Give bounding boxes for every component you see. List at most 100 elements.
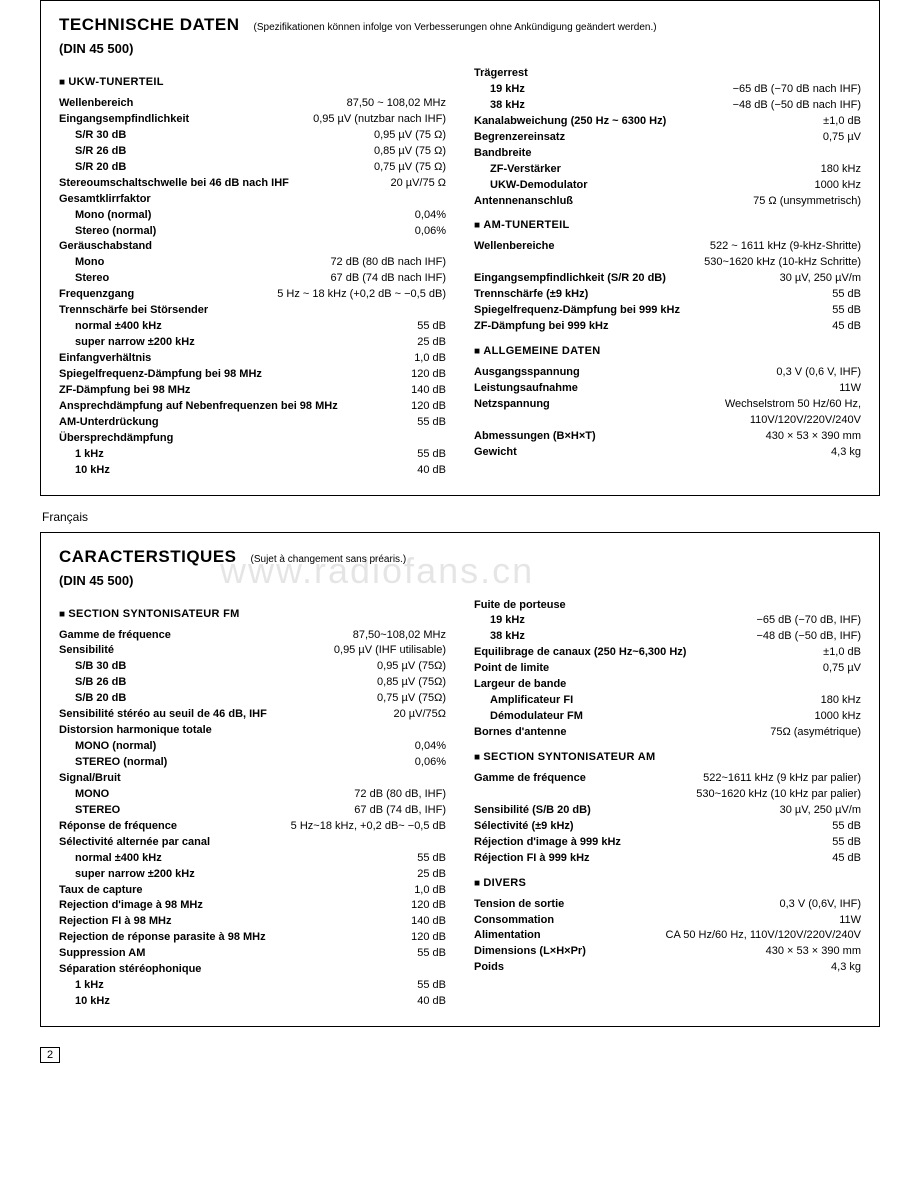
spec-row: super narrow ±200 kHz25 dB <box>59 867 446 883</box>
spec-label: Gamme de fréquence <box>474 771 586 787</box>
spec-label: 1 kHz <box>75 447 104 463</box>
spec-label: normal ±400 kHz <box>75 851 162 867</box>
spec-label: Sensibilité stéréo au seuil de 46 dB, IH… <box>59 707 267 723</box>
spec-row: 1 kHz55 dB <box>59 978 446 994</box>
spec-value: 45 dB <box>832 851 861 867</box>
spec-row: Stereo67 dB (74 dB nach IHF) <box>59 271 446 287</box>
fr-subtitle: (Sujet à changement sans préaris.) <box>251 554 407 565</box>
spec-value: 180 kHz <box>821 162 861 178</box>
spec-value: 0,75 µV <box>823 661 861 677</box>
spec-row: 10 kHz40 dB <box>59 994 446 1010</box>
french-label: Français <box>42 510 880 524</box>
spec-value: 0,75 µV <box>823 130 861 146</box>
spec-value: −48 dB (−50 dB, IHF) <box>756 629 861 645</box>
spec-row: Consommation11W <box>474 913 861 929</box>
spec-row: Rejection de réponse parasite à 98 MHz12… <box>59 930 446 946</box>
spec-label: STEREO <box>75 803 120 819</box>
spec-value: 55 dB <box>832 303 861 319</box>
fr-left-col: SECTION SYNTONISATEUR FM Gamme de fréque… <box>59 598 446 1011</box>
spec-row: Gewicht4,3 kg <box>474 445 861 461</box>
spec-value: 522~1611 kHz (9 kHz par palier) <box>703 771 861 787</box>
spec-value: 4,3 kg <box>831 445 861 461</box>
spec-value: 120 dB <box>411 367 446 383</box>
spec-label: Eingangsempfindlichkeit (S/R 20 dB) <box>474 271 666 287</box>
spec-row: Trennschärfe bei Störsender <box>59 303 446 319</box>
spec-row: Abmessungen (B×H×T)430 × 53 × 390 mm <box>474 429 861 445</box>
spec-value: CA 50 Hz/60 Hz, 110V/120V/220V/240V <box>666 928 861 944</box>
spec-row: Amplificateur FI180 kHz <box>474 693 861 709</box>
spec-value: 120 dB <box>411 930 446 946</box>
spec-value: 45 dB <box>832 319 861 335</box>
spec-row: Gamme de fréquence87,50~108,02 MHz <box>59 628 446 644</box>
spec-label: Frequenzgang <box>59 287 134 303</box>
spec-value: 30 µV, 250 µV/m <box>780 271 861 287</box>
spec-row: UKW-Demodulator1000 kHz <box>474 178 861 194</box>
spec-row: S/B 20 dB 0,75 µV (75Ω) <box>59 691 446 707</box>
spec-label: Sensibilité <box>59 643 114 659</box>
spec-value: 5 Hz ~ 18 kHz (+0,2 dB ~ −0,5 dB) <box>277 287 446 303</box>
spec-value: −65 dB (−70 dB nach IHF) <box>733 82 861 98</box>
spec-label: Fuite de porteuse <box>474 598 566 614</box>
spec-value: 0,04% <box>415 208 446 224</box>
spec-label: Alimentation <box>474 928 541 944</box>
spec-value: 75 Ω (unsymmetrisch) <box>753 194 861 210</box>
spec-label: S/B 20 dB <box>75 691 126 707</box>
spec-label: Leistungsaufnahme <box>474 381 578 397</box>
spec-value: 0,75 µV (75Ω) <box>377 691 446 707</box>
spec-label: S/R 20 dB <box>75 160 126 176</box>
spec-row: Frequenzgang 5 Hz ~ 18 kHz (+0,2 dB ~ −0,… <box>59 287 446 303</box>
spec-row: Spiegelfrequenz-Dämpfung bei 98 MHz120 d… <box>59 367 446 383</box>
spec-value: 1000 kHz <box>815 709 861 725</box>
spec-label: Bornes d'antenne <box>474 725 566 741</box>
spec-row: 1 kHz55 dB <box>59 447 446 463</box>
de-subtitle: (Spezifikationen können infolge von Verb… <box>254 22 657 33</box>
spec-value: 0,06% <box>415 224 446 240</box>
spec-label: Trägerrest <box>474 66 528 82</box>
spec-row: Réponse de fréquence5 Hz~18 kHz, +0,2 dB… <box>59 819 446 835</box>
spec-row: Spiegelfrequenz-Dämpfung bei 999 kHz55 d… <box>474 303 861 319</box>
spec-label: 19 kHz <box>490 82 525 98</box>
spec-label: Wellenbereiche <box>474 239 555 255</box>
spec-value: 87,50 ~ 108,02 MHz <box>347 96 446 112</box>
spec-value: 0,04% <box>415 739 446 755</box>
spec-value: 110V/120V/220V/240V <box>750 413 861 429</box>
spec-row: 19 kHz−65 dB (−70 dB, IHF) <box>474 613 861 629</box>
spec-row: Sensibilité stéréo au seuil de 46 dB, IH… <box>59 707 446 723</box>
spec-row: Antennenanschluß75 Ω (unsymmetrisch) <box>474 194 861 210</box>
spec-row: Poids4,3 kg <box>474 960 861 976</box>
spec-row: Largeur de bande <box>474 677 861 693</box>
spec-value: 0,3 V (0,6 V, IHF) <box>776 365 861 381</box>
spec-row: Séparation stéréophonique <box>59 962 446 978</box>
spec-label: Tension de sortie <box>474 897 564 913</box>
spec-label: STEREO (normal) <box>75 755 167 771</box>
spec-label: Bandbreite <box>474 146 531 162</box>
spec-row: Alimentation CA 50 Hz/60 Hz, 110V/120V/22… <box>474 928 861 944</box>
spec-value: 75Ω (asymétrique) <box>770 725 861 741</box>
spec-row: 10 kHz40 dB <box>59 463 446 479</box>
spec-value: 20 µV/75 Ω <box>390 176 446 192</box>
spec-value: 25 dB <box>417 335 446 351</box>
spec-row: Mono (normal) 0,04% <box>59 208 446 224</box>
spec-row: 110V/120V/220V/240V <box>474 413 861 429</box>
fr-fm-heading: SECTION SYNTONISATEUR FM <box>59 608 446 620</box>
spec-value: 67 dB (74 dB, IHF) <box>354 803 446 819</box>
spec-row: Trennschärfe (±9 kHz)55 dB <box>474 287 861 303</box>
spec-row: Trägerrest <box>474 66 861 82</box>
spec-label: Mono (normal) <box>75 208 151 224</box>
de-am-rows: Wellenbereiche522 ~ 1611 kHz (9-kHz-Shri… <box>474 239 861 335</box>
de-din: (DIN 45 500) <box>59 41 861 56</box>
spec-row: STEREO (normal)0,06% <box>59 755 446 771</box>
spec-value: ±1,0 dB <box>823 645 861 661</box>
spec-label: Démodulateur FM <box>490 709 583 725</box>
spec-value: 530~1620 kHz (10-kHz Schritte) <box>704 255 861 271</box>
spec-row: ZF-Dämpfung bei 999 kHz45 dB <box>474 319 861 335</box>
spec-label: Séparation stéréophonique <box>59 962 201 978</box>
spec-label: Equilibrage de canaux (250 Hz~6,300 Hz) <box>474 645 686 661</box>
spec-row: Gesamtklirrfaktor <box>59 192 446 208</box>
spec-label: Sélectivité alternée par canal <box>59 835 210 851</box>
spec-label: Geräuschabstand <box>59 239 152 255</box>
spec-value: 0,3 V (0,6V, IHF) <box>779 897 861 913</box>
spec-label: Réjection FI à 999 kHz <box>474 851 590 867</box>
spec-label: MONO <box>75 787 109 803</box>
spec-value: 55 dB <box>832 835 861 851</box>
